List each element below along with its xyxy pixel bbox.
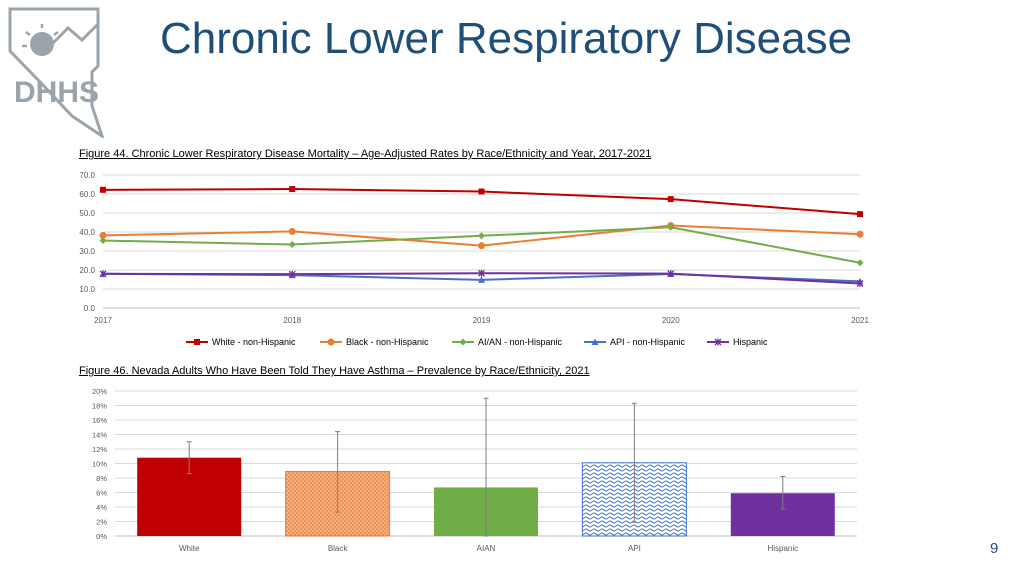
y-tick-label: 10.0	[79, 285, 95, 294]
marker-point	[478, 232, 485, 240]
y-tick-label: 40.0	[79, 228, 95, 237]
y-tick-label: 60.0	[79, 190, 95, 199]
legend-item: AI/AN - non-Hispanic	[452, 337, 563, 347]
marker-point	[478, 269, 485, 277]
legend-item: API - non-Hispanic	[584, 337, 686, 347]
marker-point	[856, 230, 864, 238]
y-tick-label: 8%	[96, 474, 107, 483]
marker-point	[459, 338, 467, 346]
marker-point	[478, 188, 485, 195]
marker-point	[667, 223, 675, 231]
y-tick-label: 0%	[96, 532, 107, 541]
marker-point	[856, 259, 864, 267]
marker-point	[288, 241, 296, 249]
legend-label: API - non-Hispanic	[610, 337, 686, 347]
y-tick-label: 70.0	[79, 171, 95, 180]
x-tick-label: 2021	[851, 316, 869, 325]
y-tick-label: 20%	[92, 387, 107, 396]
marker-point	[478, 242, 485, 250]
series-black-non-hispanic	[99, 222, 864, 250]
x-tick-label: Hispanic	[767, 544, 798, 553]
marker-point	[327, 338, 335, 346]
y-tick-label: 18%	[92, 402, 107, 411]
x-tick-label: White	[179, 544, 200, 553]
x-tick-label: 2019	[473, 316, 491, 325]
series-hispanic	[99, 269, 864, 287]
slide-title: Chronic Lower Respiratory Disease	[160, 14, 853, 63]
y-tick-label: 10%	[92, 460, 107, 469]
logo-text: DHHS	[14, 76, 99, 109]
series-white-non-hispanic	[100, 186, 863, 218]
legend-label: Hispanic	[733, 337, 768, 347]
y-tick-label: 16%	[92, 416, 107, 425]
marker-point	[714, 338, 722, 346]
series-ai-an-non-hispanic	[99, 223, 864, 267]
marker-point	[289, 186, 296, 193]
x-tick-label: API	[628, 544, 641, 553]
x-tick-label: 2017	[94, 316, 112, 325]
page-number: 9	[990, 540, 999, 557]
marker-point	[99, 237, 107, 245]
marker-point	[194, 339, 200, 345]
legend-item: Black - non-Hispanic	[320, 337, 429, 347]
marker-point	[591, 338, 599, 345]
marker-point	[478, 276, 485, 283]
bar-chart-caption: Figure 46. Nevada Adults Who Have Been T…	[79, 365, 590, 377]
legend-label: White - non-Hispanic	[212, 337, 296, 347]
legend-label: Black - non-Hispanic	[346, 337, 429, 347]
marker-point	[667, 196, 674, 203]
x-tick-label: AIAN	[477, 544, 496, 553]
legend-label: AI/AN - non-Hispanic	[478, 337, 563, 347]
marker-point	[100, 186, 106, 193]
marker-point	[288, 270, 296, 278]
y-tick-label: 50.0	[79, 209, 95, 218]
y-tick-label: 14%	[92, 431, 107, 440]
x-tick-label: 2018	[283, 316, 301, 325]
marker-point	[99, 231, 107, 239]
marker-point	[288, 227, 296, 235]
legend-item: Hispanic	[707, 337, 768, 347]
y-tick-label: 20.0	[79, 266, 95, 275]
line-chart-caption: Figure 44. Chronic Lower Respiratory Dis…	[79, 148, 652, 160]
y-tick-label: 4%	[96, 503, 107, 512]
y-tick-label: 12%	[92, 445, 107, 454]
line-chart: 0.0 10.0 20.0 30.0 40.0 50.0 60.0 70.0 2017 2018 2…	[79, 171, 869, 347]
marker-point	[857, 211, 863, 218]
dhhs-logo: DHHS	[8, 7, 105, 138]
x-tick-label: Black	[328, 544, 349, 553]
y-tick-label: 30.0	[79, 247, 95, 256]
marker-point	[99, 270, 107, 278]
marker-point	[856, 279, 864, 287]
x-tick-label: 2020	[662, 316, 680, 325]
legend-item: White - non-Hispanic	[186, 337, 296, 347]
y-tick-label: 6%	[96, 489, 107, 498]
marker-point	[667, 270, 675, 278]
y-tick-label: 0.0	[84, 304, 96, 313]
y-tick-label: 2%	[96, 518, 107, 527]
